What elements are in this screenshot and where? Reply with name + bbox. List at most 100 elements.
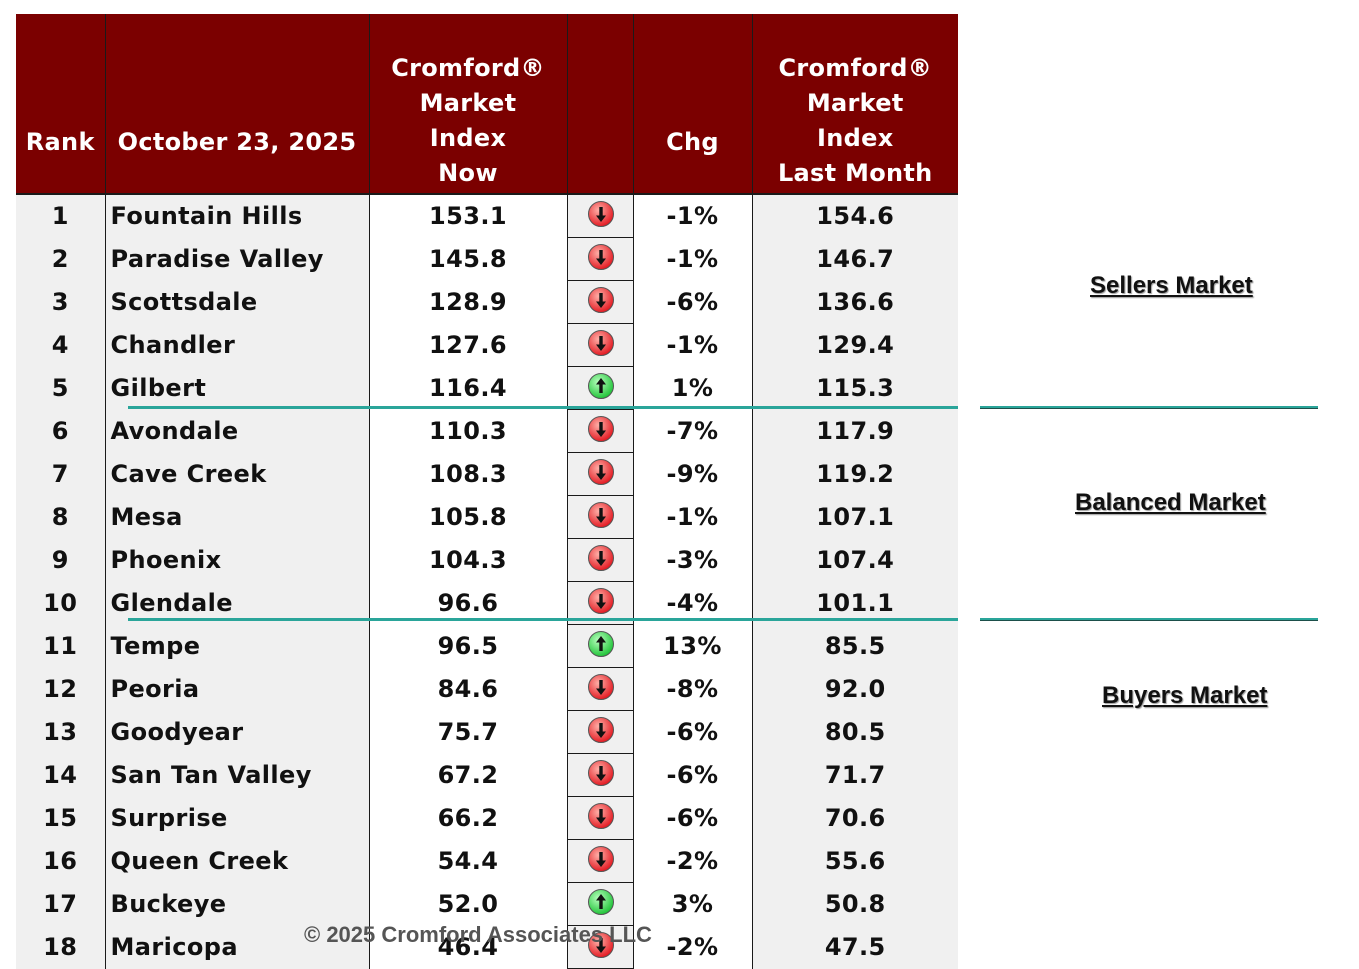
- header-index-last-month: Cromford® Market Index Last Month: [752, 14, 958, 194]
- city-cell: Peoria: [105, 667, 370, 711]
- rank-cell: 1: [16, 193, 106, 238]
- header-index-now-line: Now: [438, 159, 498, 187]
- header-date: October 23, 2025: [105, 14, 370, 194]
- change-cell: -1%: [633, 323, 753, 367]
- header-index-now-line: Cromford®: [391, 54, 545, 82]
- rank-cell: 6: [16, 409, 106, 453]
- city-cell: Mesa: [105, 495, 370, 539]
- table-row: 16 Queen Creek 54.4 -2% 55.6: [16, 839, 958, 883]
- arrow-down-icon: [587, 717, 614, 743]
- sellers-balanced-divider-right: [980, 406, 1318, 409]
- change-cell: -8%: [633, 667, 753, 711]
- table-header-row: Rank October 23, 2025 Cromford® Market I…: [16, 14, 958, 194]
- change-cell: -4%: [633, 581, 753, 625]
- header-rank: Rank: [16, 14, 106, 194]
- arrow-cell: [567, 280, 634, 324]
- index-now-cell: 153.1: [369, 193, 568, 238]
- index-now-cell: 127.6: [369, 323, 568, 367]
- arrow-down-icon: [587, 416, 614, 442]
- index-now-cell: 110.3: [369, 409, 568, 453]
- index-now-cell: 66.2: [369, 796, 568, 840]
- index-now-cell: 84.6: [369, 667, 568, 711]
- city-cell: Cave Creek: [105, 452, 370, 496]
- rank-cell: 4: [16, 323, 106, 367]
- table-row: 13 Goodyear 75.7 -6% 80.5: [16, 710, 958, 754]
- index-last-month-cell: 107.4: [752, 538, 958, 582]
- city-cell: Chandler: [105, 323, 370, 367]
- change-cell: 1%: [633, 366, 753, 410]
- city-cell: Glendale: [105, 581, 370, 625]
- change-cell: 3%: [633, 882, 753, 926]
- index-now-cell: 54.4: [369, 839, 568, 883]
- index-last-month-cell: 154.6: [752, 193, 958, 238]
- city-cell: Scottsdale: [105, 280, 370, 324]
- index-now-cell: 67.2: [369, 753, 568, 797]
- change-cell: -7%: [633, 409, 753, 453]
- city-cell: Paradise Valley: [105, 237, 370, 281]
- rank-cell: 18: [16, 925, 106, 969]
- arrow-up-icon: [587, 889, 614, 915]
- rank-cell: 11: [16, 624, 106, 668]
- balanced-buyers-divider: [128, 618, 958, 621]
- header-index-last-line: Last Month: [777, 159, 933, 187]
- arrow-down-icon: [587, 330, 614, 356]
- table-row: 3 Scottsdale 128.9 -6% 136.6: [16, 280, 958, 324]
- table-body: 1 Fountain Hills 153.1 -1% 154.6 2 Paradise Va…: [16, 193, 958, 969]
- header-index-now-line: Market: [419, 89, 517, 117]
- header-index-last-line: Market: [806, 89, 904, 117]
- city-cell: Buckeye: [105, 882, 370, 926]
- arrow-cell: [567, 624, 634, 668]
- index-now-cell: 52.0: [369, 882, 568, 926]
- index-now-cell: 104.3: [369, 538, 568, 582]
- change-cell: -1%: [633, 495, 753, 539]
- arrow-cell: [567, 409, 634, 453]
- change-cell: -6%: [633, 710, 753, 754]
- rank-cell: 13: [16, 710, 106, 754]
- sellers-market-label: Sellers Market: [1090, 272, 1253, 299]
- arrow-up-icon: [587, 373, 614, 399]
- rank-cell: 9: [16, 538, 106, 582]
- change-cell: -1%: [633, 237, 753, 281]
- arrow-down-icon: [587, 760, 614, 786]
- arrow-down-icon: [587, 846, 614, 872]
- change-cell: 13%: [633, 624, 753, 668]
- city-cell: Tempe: [105, 624, 370, 668]
- city-cell: Fountain Hills: [105, 193, 370, 238]
- balanced-market-label: Balanced Market: [1075, 489, 1266, 516]
- change-cell: -6%: [633, 753, 753, 797]
- index-last-month-cell: 47.5: [752, 925, 958, 969]
- table-row: 11 Tempe 96.5 13% 85.5: [16, 624, 958, 668]
- index-last-month-cell: 101.1: [752, 581, 958, 625]
- rank-cell: 14: [16, 753, 106, 797]
- table-row: 9 Phoenix 104.3 -3% 107.4: [16, 538, 958, 582]
- arrow-down-icon: [587, 545, 614, 571]
- table-row: 17 Buckeye 52.0 3% 50.8: [16, 882, 958, 926]
- index-last-month-cell: 70.6: [752, 796, 958, 840]
- arrow-cell: [567, 193, 634, 238]
- arrow-cell: [567, 710, 634, 754]
- index-last-month-cell: 85.5: [752, 624, 958, 668]
- table-row: 2 Paradise Valley 145.8 -1% 146.7: [16, 237, 958, 281]
- table-row: 8 Mesa 105.8 -1% 107.1: [16, 495, 958, 539]
- arrow-down-icon: [587, 287, 614, 313]
- arrow-down-icon: [587, 201, 614, 227]
- index-last-month-cell: 136.6: [752, 280, 958, 324]
- rank-cell: 10: [16, 581, 106, 625]
- city-cell: Surprise: [105, 796, 370, 840]
- arrow-cell: [567, 753, 634, 797]
- index-now-cell: 128.9: [369, 280, 568, 324]
- table-row: 4 Chandler 127.6 -1% 129.4: [16, 323, 958, 367]
- change-cell: -1%: [633, 193, 753, 238]
- city-cell: Phoenix: [105, 538, 370, 582]
- balanced-buyers-divider-right: [980, 618, 1318, 621]
- arrow-down-icon: [587, 502, 614, 528]
- arrow-down-icon: [587, 803, 614, 829]
- index-last-month-cell: 55.6: [752, 839, 958, 883]
- change-cell: -2%: [633, 839, 753, 883]
- index-last-month-cell: 119.2: [752, 452, 958, 496]
- city-cell: Gilbert: [105, 366, 370, 410]
- city-cell: Queen Creek: [105, 839, 370, 883]
- table-row: 15 Surprise 66.2 -6% 70.6: [16, 796, 958, 840]
- arrow-down-icon: [587, 459, 614, 485]
- rank-cell: 2: [16, 237, 106, 281]
